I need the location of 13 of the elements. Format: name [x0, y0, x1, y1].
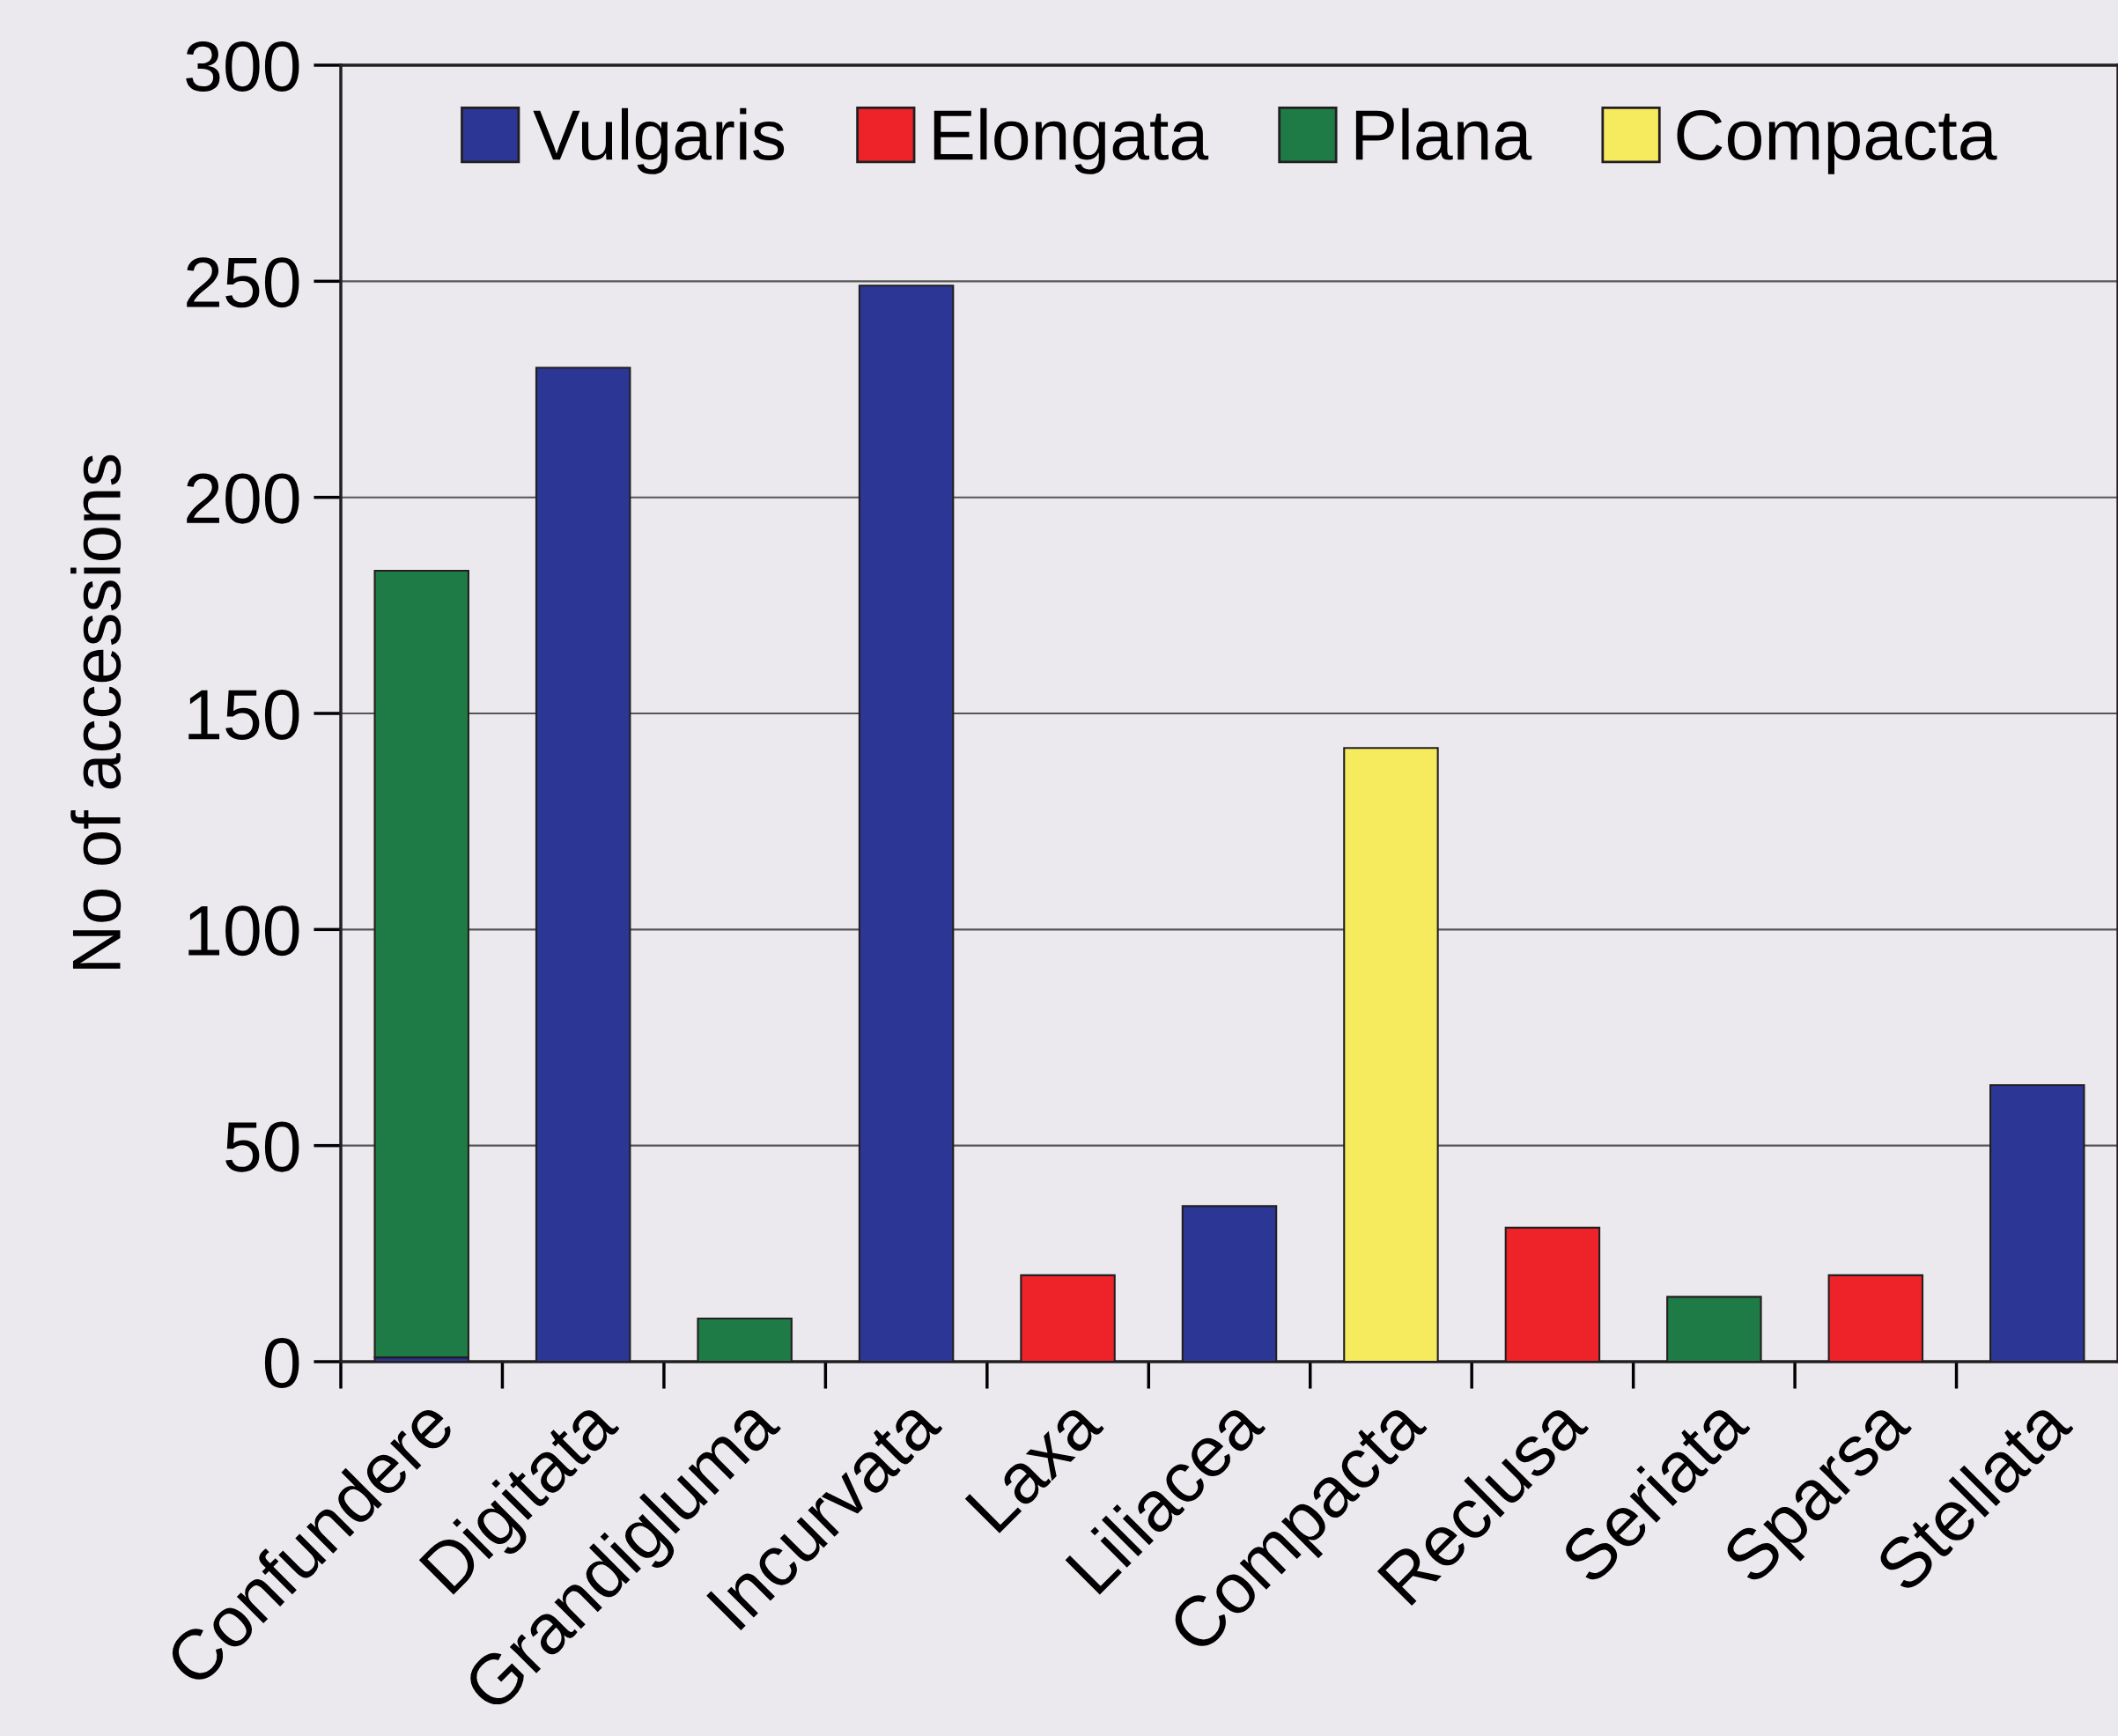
legend-label: Vulgaris — [533, 107, 785, 174]
legend-label: Plana — [1355, 107, 1532, 160]
y-tick-label: 0 — [264, 1337, 299, 1388]
legend-label: Compacta — [1677, 109, 1997, 174]
legend-label: Elongata — [934, 107, 1209, 174]
y-axis-title: No of accessions — [70, 454, 122, 969]
y-tick-label: 300 — [186, 41, 299, 92]
y-tick-label: 50 — [225, 1121, 299, 1172]
bar — [373, 570, 469, 1359]
y-tick-label: 100 — [188, 905, 299, 957]
y-tick-label: 250 — [187, 257, 299, 308]
y-tick-label: 200 — [187, 473, 299, 524]
y-tick-label: 150 — [188, 689, 299, 740]
